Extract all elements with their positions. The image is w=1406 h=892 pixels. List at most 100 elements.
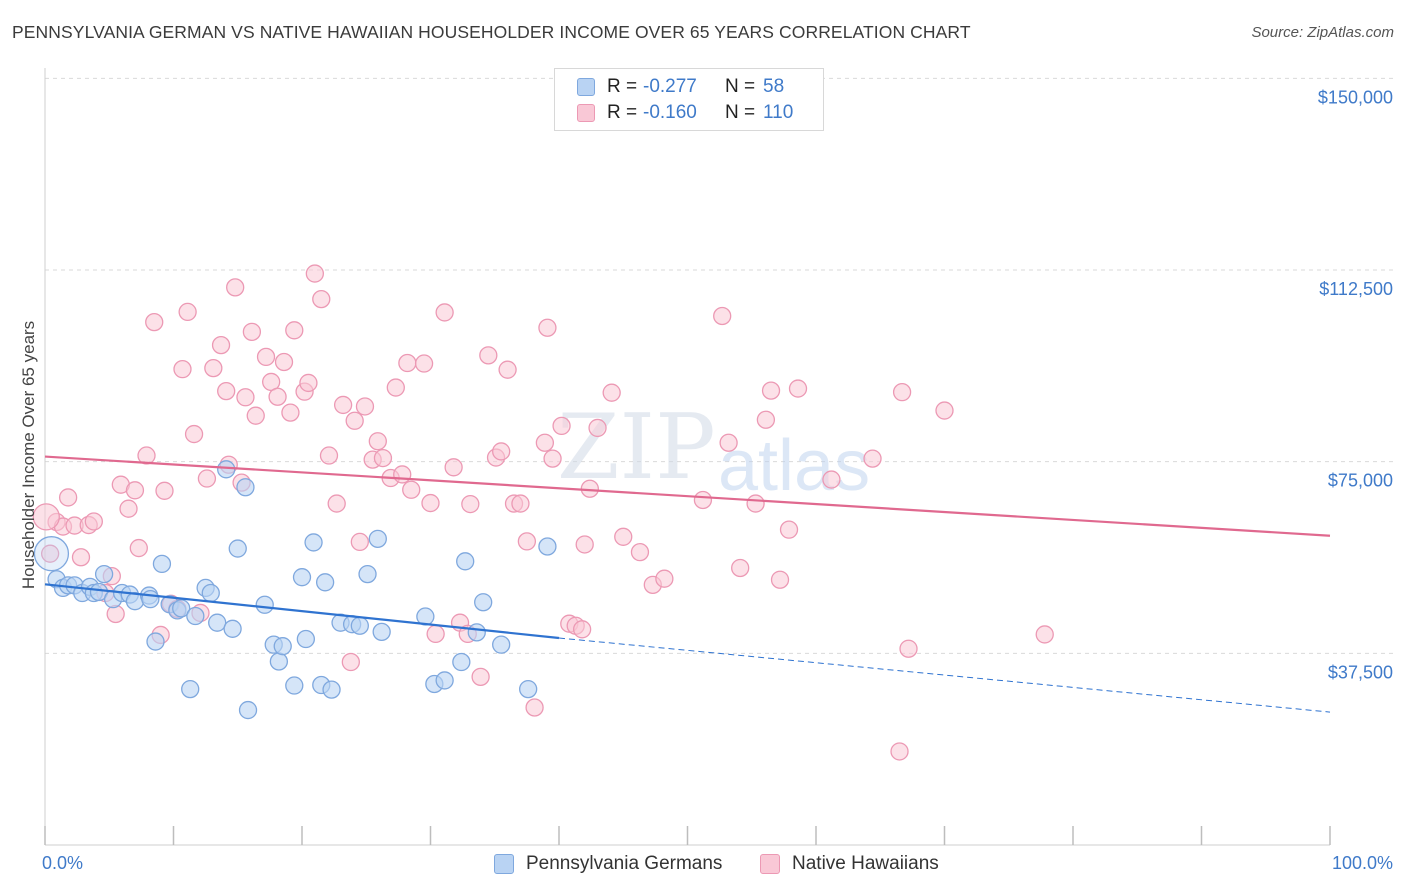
- stats-row-pennsylvania-germans: R = -0.277 N = 58: [577, 75, 784, 99]
- data-point-pennsylvania-germans: [94, 564, 114, 584]
- data-point-pennsylvania-germans: [296, 629, 316, 649]
- data-point-native-hawaiians: [119, 499, 138, 518]
- source-label: Source: ZipAtlas.com: [1251, 24, 1394, 41]
- data-point-pennsylvania-germans: [273, 637, 292, 656]
- data-point-native-hawaiians: [125, 481, 145, 500]
- data-point-pennsylvania-germans: [172, 599, 191, 618]
- legend-item-pennsylvania-germans[interactable]: Pennsylvania Germans: [494, 852, 722, 876]
- data-point-native-hawaiians: [1035, 625, 1054, 644]
- data-point-native-hawaiians: [319, 446, 339, 465]
- data-point-pennsylvania-germans: [285, 676, 304, 695]
- data-point-native-hawaiians: [461, 494, 480, 514]
- data-point-native-hawaiians: [746, 494, 765, 513]
- pink-swatch: [577, 104, 595, 122]
- data-point-native-hawaiians: [368, 432, 387, 451]
- data-point-pennsylvania-germans: [435, 671, 454, 690]
- data-point-native-hawaiians: [713, 306, 732, 326]
- data-point-pennsylvania-germans: [236, 478, 255, 497]
- data-point-native-hawaiians: [145, 312, 164, 332]
- x-tick-label-max: 100.0%: [1332, 853, 1393, 873]
- data-point-native-hawaiians: [84, 512, 103, 531]
- data-point-native-hawaiians: [892, 383, 912, 402]
- data-point-native-hawaiians: [155, 481, 174, 500]
- data-point-native-hawaiians: [588, 418, 607, 438]
- data-point-native-hawaiians: [197, 469, 217, 488]
- data-point-native-hawaiians: [40, 544, 60, 563]
- y-tick-label: $37,500: [1328, 662, 1393, 682]
- data-point-native-hawaiians: [517, 532, 537, 551]
- data-point-pennsylvania-germans: [467, 623, 486, 642]
- data-point-native-hawaiians: [58, 488, 78, 507]
- data-point-pennsylvania-germans: [238, 700, 258, 720]
- data-point-pennsylvania-germans: [519, 679, 538, 699]
- n-label: N =: [725, 102, 756, 123]
- data-point-native-hawaiians: [242, 322, 262, 341]
- data-point-pennsylvania-germans: [304, 533, 323, 552]
- y-tick-label: $75,000: [1328, 471, 1393, 491]
- data-point-native-hawaiians: [281, 403, 300, 422]
- legend-blue-swatch: [494, 854, 514, 874]
- legend-label: Native Hawaiians: [792, 853, 939, 874]
- data-point-native-hawaiians: [106, 604, 125, 624]
- data-point-pennsylvania-germans: [292, 568, 312, 587]
- data-point-native-hawaiians: [756, 410, 776, 429]
- r-value: -0.160: [643, 102, 697, 123]
- data-point-pennsylvania-germans: [492, 635, 511, 654]
- data-point-native-hawaiians: [525, 698, 544, 717]
- data-point-native-hawaiians: [511, 494, 530, 513]
- data-point-pennsylvania-germans: [201, 583, 220, 603]
- data-point-pennsylvania-germans: [146, 632, 165, 651]
- data-point-pennsylvania-germans: [223, 619, 242, 638]
- legend-item-native-hawaiians[interactable]: Native Hawaiians: [760, 852, 939, 876]
- series-pennsylvania-germans: [33, 460, 557, 720]
- data-point-pennsylvania-germans: [538, 537, 557, 556]
- data-point-pennsylvania-germans: [152, 554, 172, 574]
- data-point-native-hawaiians: [305, 264, 325, 283]
- data-point-native-hawaiians: [719, 433, 738, 452]
- data-point-native-hawaiians: [256, 347, 276, 367]
- data-point-native-hawaiians: [333, 395, 353, 415]
- data-point-native-hawaiians: [498, 360, 517, 379]
- data-point-native-hawaiians: [863, 449, 882, 468]
- data-point-native-hawaiians: [731, 558, 750, 578]
- data-point-native-hawaiians: [552, 416, 571, 436]
- data-point-pennsylvania-germans: [141, 590, 160, 609]
- data-point-native-hawaiians: [421, 493, 440, 513]
- data-point-native-hawaiians: [398, 353, 417, 373]
- data-point-native-hawaiians: [779, 520, 799, 539]
- data-point-native-hawaiians: [312, 289, 331, 309]
- data-point-pennsylvania-germans: [186, 606, 205, 626]
- stats-box: R = -0.277 N = 58 R = -0.160 N = 110: [554, 68, 824, 131]
- r-label: R =: [607, 102, 638, 123]
- data-point-native-hawaiians: [492, 442, 511, 461]
- data-point-native-hawaiians: [471, 667, 490, 686]
- data-point-native-hawaiians: [32, 503, 60, 531]
- data-point-native-hawaiians: [173, 360, 192, 379]
- data-point-native-hawaiians: [435, 303, 454, 322]
- data-point-native-hawaiians: [204, 358, 223, 378]
- data-point-pennsylvania-germans: [350, 616, 369, 635]
- data-point-native-hawaiians: [538, 318, 557, 337]
- r-label: R =: [607, 76, 638, 97]
- data-point-native-hawaiians: [299, 373, 318, 393]
- data-point-native-hawaiians: [761, 381, 781, 400]
- data-point-native-hawaiians: [217, 381, 236, 401]
- data-point-native-hawaiians: [341, 652, 360, 672]
- data-point-native-hawaiians: [226, 278, 245, 297]
- data-point-native-hawaiians: [268, 387, 287, 406]
- data-point-native-hawaiians: [602, 383, 621, 402]
- data-point-pennsylvania-germans: [228, 539, 247, 558]
- data-point-pennsylvania-germans: [452, 652, 471, 672]
- data-point-native-hawaiians: [770, 570, 790, 589]
- y-tick-label: $112,500: [1319, 279, 1393, 299]
- data-point-native-hawaiians: [274, 352, 294, 372]
- data-point-native-hawaiians: [630, 542, 650, 562]
- data-point-pennsylvania-germans: [217, 460, 236, 479]
- data-point-native-hawaiians: [614, 527, 633, 546]
- data-point-native-hawaiians: [129, 538, 148, 558]
- data-point-native-hawaiians: [479, 346, 498, 365]
- data-point-pennsylvania-germans: [208, 613, 227, 632]
- data-point-native-hawaiians: [236, 388, 255, 407]
- data-point-native-hawaiians: [373, 448, 393, 468]
- data-point-native-hawaiians: [693, 490, 713, 510]
